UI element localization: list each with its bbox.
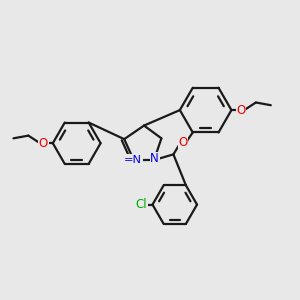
Text: O: O	[178, 136, 188, 148]
Text: Cl: Cl	[135, 198, 147, 211]
Text: N: N	[150, 152, 159, 165]
Text: =N: =N	[124, 155, 142, 165]
Text: O: O	[39, 137, 48, 150]
Text: O: O	[236, 103, 246, 117]
